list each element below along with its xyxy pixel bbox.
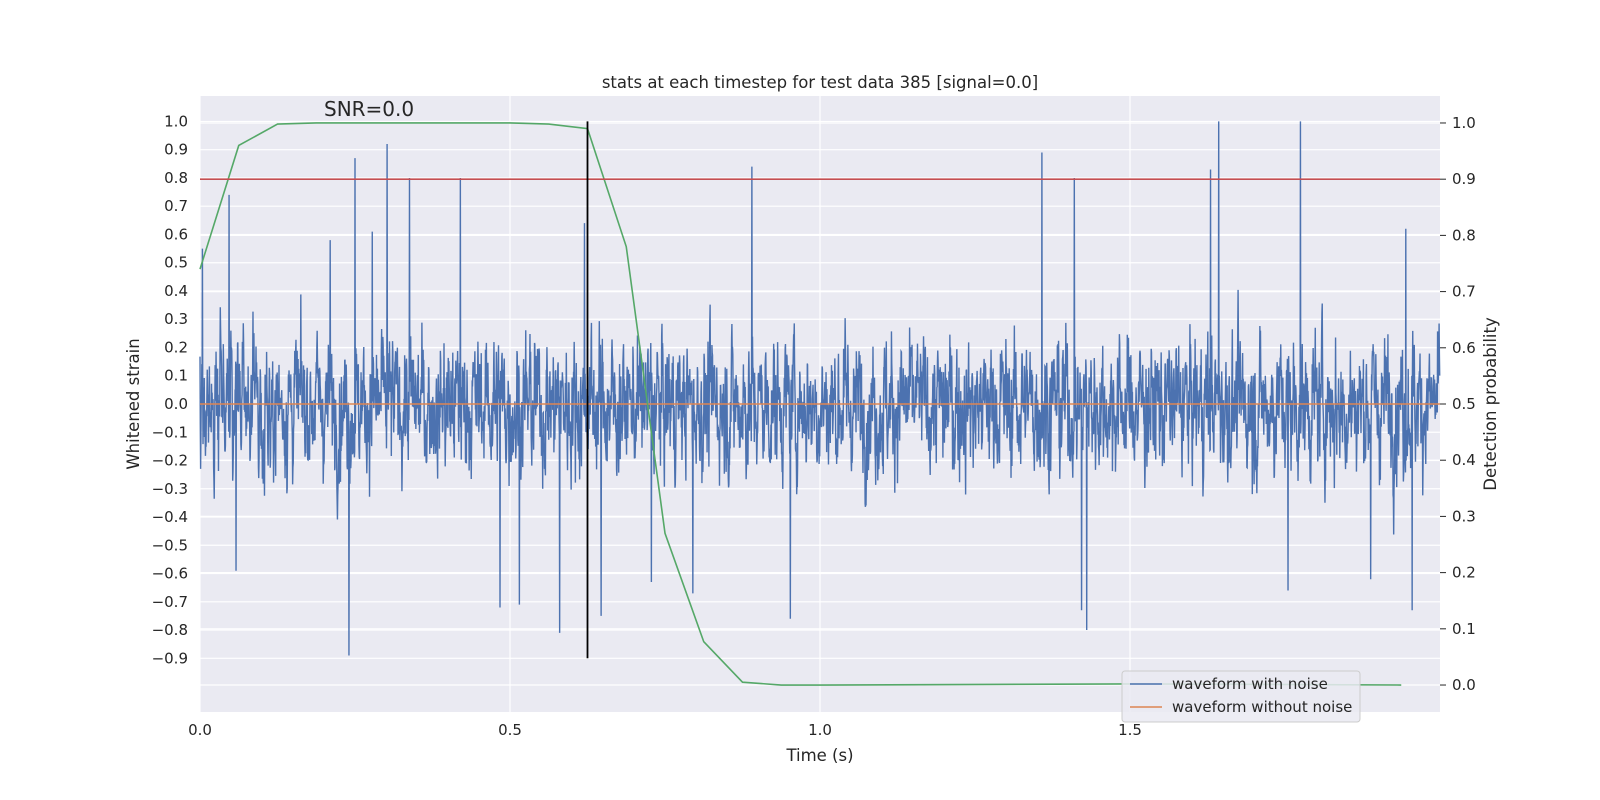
y-tick-label: −0.7 (152, 593, 188, 611)
y2-tick-label: 0.2 (1452, 564, 1476, 582)
y-tick-label: 0.2 (164, 338, 188, 356)
y2-tick-label: 0.3 (1452, 507, 1476, 525)
x-axis-label: Time (s) (785, 746, 853, 765)
x-tick-label: 1.0 (808, 721, 832, 739)
y-tick-label: 0.0 (164, 395, 188, 413)
y2-axis-ticks: 0.0 0.1 0.2 0.3 0.4 0.5 0.6 0.7 0.8 0.9 1.0 (1440, 114, 1476, 694)
y-tick-label: 0.9 (164, 141, 188, 159)
y-tick-label: 0.8 (164, 169, 188, 187)
y-tick-label: −0.6 (152, 565, 188, 583)
y-tick-label: −0.1 (152, 423, 188, 441)
series-detection-probability (199, 122, 1402, 686)
y-tick-label: 0.7 (164, 197, 188, 215)
y-axis-ticks: 1.0 0.9 0.8 0.7 0.6 0.5 0.4 0.3 0.2 0.1 0.0 −0.1 −0.… (152, 112, 188, 667)
legend-frame (1121, 670, 1361, 723)
y2-tick-label: 0.1 (1452, 620, 1476, 638)
chart-title: stats at each timestep for test data 385… (602, 73, 1038, 92)
legend-label-noise: waveform with noise (1172, 675, 1328, 693)
y-tick-label: 0.5 (164, 254, 188, 272)
y-tick-label: −0.5 (152, 536, 188, 554)
y-axis-label: Whitened strain (124, 338, 143, 469)
y-tick-label: −0.8 (152, 621, 188, 639)
series-waveform-with-noise (199, 121, 1441, 656)
y2-tick-label: 0.8 (1452, 226, 1476, 244)
y2-tick-label: 0.6 (1452, 339, 1476, 357)
y-tick-label: −0.2 (152, 452, 188, 470)
y2-tick-label: 1.0 (1452, 114, 1476, 132)
x-axis-ticks: 0.0 0.5 1.0 1.5 (188, 721, 1142, 739)
y-tick-label: −0.4 (152, 508, 188, 526)
y2-tick-label: 0.0 (1452, 676, 1476, 694)
y2-tick-label: 0.4 (1452, 451, 1476, 469)
x-tick-label: 0.5 (498, 721, 522, 739)
y-tick-label: 0.3 (164, 310, 188, 328)
y-tick-label: 0.6 (164, 225, 188, 243)
legend-label-clean: waveform without noise (1172, 698, 1352, 716)
x-tick-label: 1.5 (1118, 721, 1142, 739)
x-tick-label: 0.0 (188, 721, 212, 739)
snr-annotation: SNR=0.0 (324, 97, 414, 121)
y-tick-label: 1.0 (164, 112, 188, 130)
series-layer (199, 121, 1441, 686)
y2-axis-label: Detection probability (1481, 317, 1500, 491)
y2-tick-label: 0.5 (1452, 395, 1476, 413)
y-tick-label: −0.9 (152, 649, 188, 667)
y-tick-label: 0.1 (164, 367, 188, 385)
legend: waveform with noise waveform without noi… (1121, 670, 1361, 723)
y-tick-label: −0.3 (152, 480, 188, 498)
y2-tick-label: 0.7 (1452, 283, 1476, 301)
y2-tick-label: 0.9 (1452, 170, 1476, 188)
y-tick-label: 0.4 (164, 282, 188, 300)
